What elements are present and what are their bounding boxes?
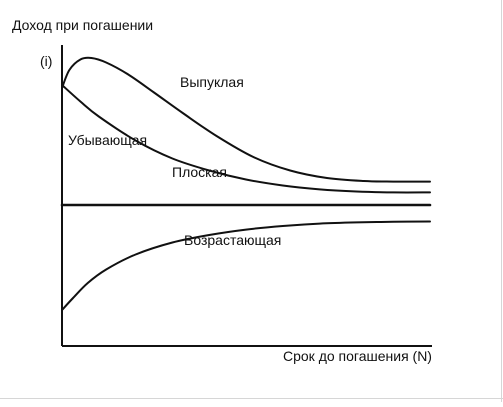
series-label-convex: Выпуклая: [180, 74, 244, 90]
series-label-flat: Плоская: [172, 164, 227, 180]
series-label-increasing: Возрастающая: [184, 232, 281, 248]
series-label-decreasing: Убывающая: [68, 132, 147, 148]
series-layer: [60, 56, 432, 311]
x-axis-title: Срок до погашения (N): [283, 348, 432, 364]
frame-bottom-line: [0, 398, 503, 399]
frame-right-line: [501, 0, 502, 402]
series-line-convex: [61, 56, 431, 183]
y-axis-title: Доход при погашении: [12, 17, 153, 33]
series-line-increasing: [61, 220, 431, 311]
series-line-decreasing: [61, 84, 431, 194]
y-axis-marker: (i): [40, 53, 52, 69]
